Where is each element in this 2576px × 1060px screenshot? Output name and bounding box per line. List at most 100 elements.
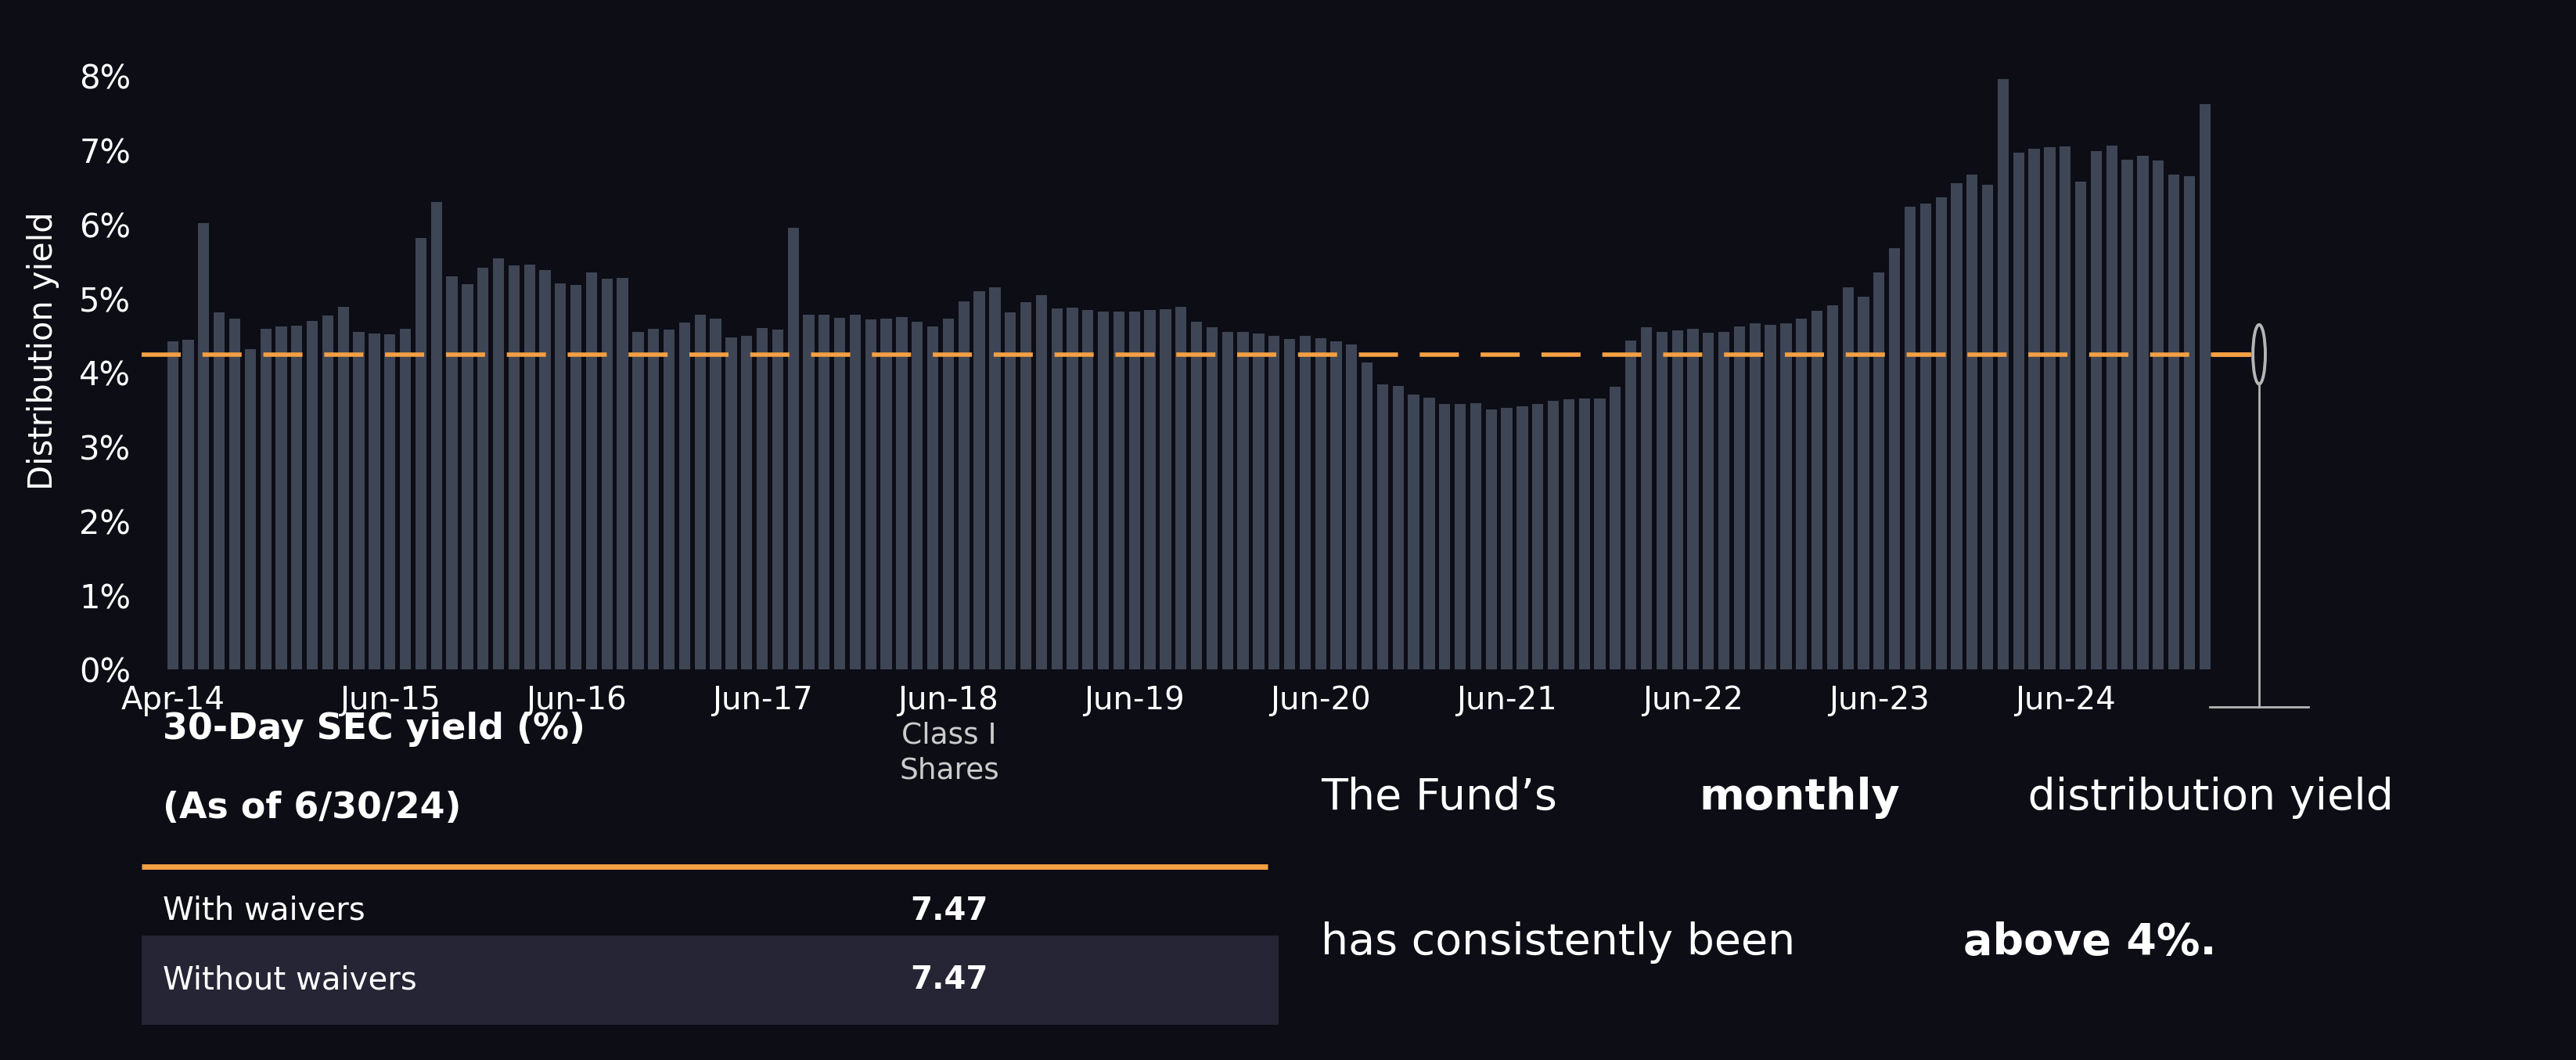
Bar — [1347, 344, 1358, 670]
Text: The Fund’s: The Fund’s — [1321, 776, 1571, 818]
Bar — [1904, 207, 1917, 670]
Bar — [384, 334, 397, 670]
Bar — [1455, 404, 1466, 670]
Text: With waivers: With waivers — [162, 896, 366, 926]
Bar — [1066, 307, 1077, 670]
Bar — [1409, 394, 1419, 670]
Bar — [554, 283, 567, 670]
Bar — [881, 319, 891, 670]
Bar — [788, 228, 799, 670]
Bar — [307, 321, 317, 670]
Bar — [1517, 406, 1528, 670]
Text: above 4%.: above 4%. — [1963, 921, 2215, 964]
Bar — [2030, 149, 2040, 670]
Bar — [1051, 308, 1061, 670]
Bar — [634, 332, 644, 670]
Bar — [415, 237, 428, 670]
Bar — [245, 349, 255, 670]
Bar — [850, 315, 860, 670]
Text: Without waivers: Without waivers — [162, 965, 417, 995]
Bar — [461, 284, 474, 670]
Bar — [2107, 146, 2117, 670]
Bar — [2092, 152, 2102, 670]
Bar — [1765, 324, 1775, 670]
Bar — [1533, 404, 1543, 670]
Bar — [866, 319, 876, 670]
Bar — [1005, 312, 1015, 670]
Bar — [353, 332, 363, 670]
Bar — [773, 330, 783, 670]
Bar — [1283, 339, 1296, 670]
Bar — [322, 316, 332, 670]
Bar — [1857, 297, 1870, 670]
Bar — [1672, 331, 1682, 670]
Bar — [665, 330, 675, 670]
Bar — [2184, 176, 2195, 670]
Bar — [819, 315, 829, 670]
Circle shape — [2254, 324, 2264, 384]
Bar — [1113, 312, 1126, 670]
Bar — [649, 329, 659, 670]
Bar — [198, 223, 209, 670]
Bar — [726, 337, 737, 670]
Bar — [1625, 340, 1636, 670]
Bar — [742, 336, 752, 670]
Bar — [958, 302, 969, 670]
Bar — [1314, 338, 1327, 670]
Bar — [2045, 147, 2056, 670]
Text: (As of 6/30/24): (As of 6/30/24) — [162, 791, 461, 826]
FancyBboxPatch shape — [142, 935, 1278, 1025]
Bar — [1144, 310, 1157, 670]
Bar — [835, 318, 845, 670]
Bar — [538, 270, 551, 670]
Bar — [1252, 334, 1265, 670]
Bar — [492, 258, 505, 670]
Bar — [1965, 175, 1978, 670]
Bar — [1579, 399, 1589, 670]
Bar — [1610, 387, 1620, 670]
Bar — [974, 292, 984, 670]
Bar — [337, 307, 348, 670]
Bar — [214, 312, 224, 670]
Bar — [1394, 386, 1404, 670]
Bar — [1378, 384, 1388, 670]
Bar — [430, 202, 443, 670]
Bar — [1656, 332, 1667, 670]
Bar — [600, 279, 613, 670]
Bar — [1981, 184, 1994, 670]
Bar — [507, 265, 520, 670]
Bar — [1440, 404, 1450, 670]
Bar — [1811, 311, 1824, 670]
Bar — [1888, 248, 1901, 670]
Bar — [1082, 310, 1095, 670]
Bar — [1641, 326, 1651, 670]
Bar — [260, 329, 270, 670]
Bar — [680, 322, 690, 670]
Bar — [711, 319, 721, 670]
Bar — [569, 285, 582, 670]
Bar — [943, 319, 953, 670]
Bar — [1919, 204, 1932, 670]
Bar — [1159, 310, 1172, 670]
Text: distribution yield: distribution yield — [2014, 776, 2393, 818]
Bar — [399, 330, 412, 670]
Bar — [1298, 336, 1311, 670]
Bar — [1826, 305, 1839, 670]
Bar — [1486, 409, 1497, 670]
Bar — [1780, 323, 1790, 670]
Bar — [757, 328, 768, 670]
Bar — [696, 315, 706, 670]
Bar — [912, 322, 922, 670]
Bar — [1996, 80, 2009, 670]
Bar — [927, 326, 938, 670]
Bar — [1795, 319, 1808, 670]
Bar — [1842, 287, 1855, 670]
Bar — [1718, 332, 1728, 670]
Bar — [1267, 336, 1280, 670]
Bar — [1236, 332, 1249, 670]
Bar — [229, 319, 240, 670]
Bar — [1020, 302, 1030, 670]
Bar — [183, 339, 193, 670]
Bar — [1175, 307, 1188, 670]
Bar — [1206, 326, 1218, 670]
